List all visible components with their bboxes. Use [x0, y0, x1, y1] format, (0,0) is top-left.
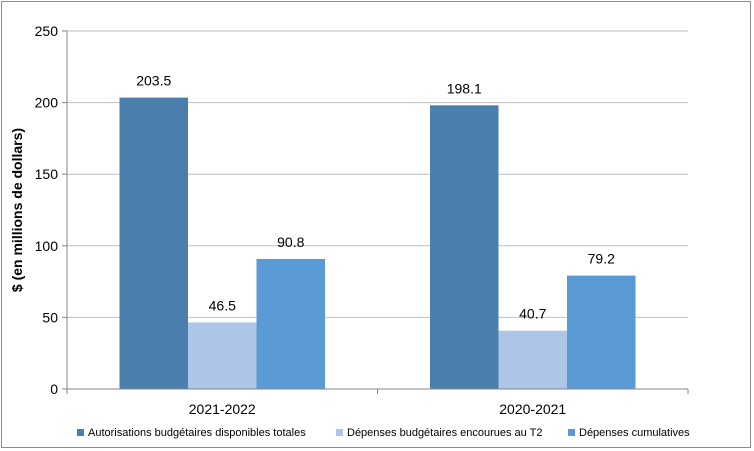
bar: [567, 275, 636, 389]
bar: [119, 97, 188, 389]
y-axis-label: $ (en millions de dollars): [9, 128, 25, 292]
y-axis-ticks: 0 50 100 150 200 250: [35, 23, 67, 397]
legend-label: Dépenses cumulatives: [579, 427, 690, 439]
data-label: 79.2: [588, 251, 615, 267]
legend-swatch: [336, 429, 343, 436]
bar: [498, 330, 567, 389]
data-label: 90.8: [277, 234, 304, 250]
legend-swatch: [568, 429, 575, 436]
bars: [119, 97, 636, 389]
legend-swatch: [77, 429, 84, 436]
y-tick-label: 0: [50, 381, 58, 397]
x-axis-categories: 2021-2022 2020-2021: [189, 401, 567, 417]
bar: [256, 258, 325, 389]
bar: [188, 322, 257, 389]
data-label: 198.1: [447, 80, 482, 96]
data-label: 46.5: [209, 297, 236, 313]
bar: [430, 105, 499, 389]
y-tick-label: 250: [35, 23, 59, 39]
axes: [66, 31, 689, 394]
y-tick-label: 50: [42, 309, 58, 325]
legend: Autorisations budgétaires disponibles to…: [77, 427, 690, 439]
y-tick-label: 150: [35, 166, 59, 182]
y-tick-label: 100: [35, 238, 59, 254]
x-category-label: 2020-2021: [499, 401, 566, 417]
data-labels: 203.5 46.5 90.8 198.1 40.7 79.2: [136, 73, 615, 322]
data-label: 203.5: [136, 73, 171, 89]
legend-label: Autorisations budgétaires disponibles to…: [88, 427, 306, 439]
x-category-label: 2021-2022: [189, 401, 256, 417]
legend-label: Dépenses budgétaires encourues au T2: [347, 427, 543, 439]
data-label: 40.7: [519, 306, 546, 322]
y-tick-label: 200: [35, 95, 59, 111]
